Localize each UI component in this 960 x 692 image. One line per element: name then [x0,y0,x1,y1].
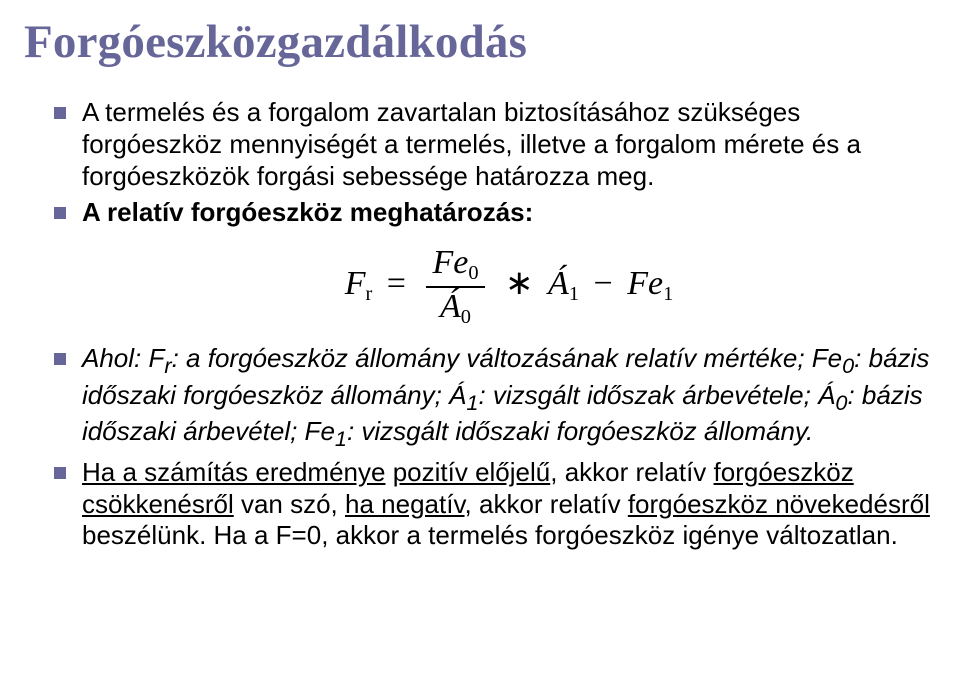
list-item: Ha a számítás eredménye pozitív előjelű,… [54,457,936,552]
body-text: : vizsgált időszak árbevétele; Á [478,380,835,410]
underline-text: forgóeszköz növekedésről [628,489,930,519]
list-item: A relatív forgóeszköz meghatározás: Fr =… [54,197,936,328]
body-text: , akkor relatív [465,489,628,519]
subscript: 1 [335,426,347,451]
bullet-list: A termelés és a forgalom zavartalan bizt… [24,97,936,552]
body-text-bold: A relatív forgóeszköz meghatározás: [82,197,533,227]
body-text: van szó, [234,489,345,519]
formula: Fr = Fe0 Á0 ∗ Á1 − Fe1 [82,246,936,327]
formula-Fe1: Fe [627,265,663,302]
slide: Forgóeszközgazdálkodás A termelés és a f… [0,0,960,692]
underline-text: pozitív előjelű [393,457,551,487]
formula-numerator: Fe0 [426,246,484,287]
formula-var-F: F [345,265,366,302]
body-text: A termelés és a forgalom zavartalan bizt… [82,97,861,190]
formula-sub-1: 1 [569,283,579,305]
body-text [385,457,392,487]
underline-text: ha negatív [345,489,465,519]
formula-A: Á [440,288,461,325]
formula-sub-1: 1 [663,283,673,305]
formula-Fe: Fe [432,244,468,281]
formula-sub-r: r [366,283,373,305]
body-text: , akkor relatív [550,457,713,487]
formula-minus: − [588,263,619,304]
formula-mult: ∗ [499,263,540,304]
body-text: : a forgóeszköz állomány változásának re… [172,343,843,373]
page-title: Forgóeszközgazdálkodás [24,18,936,67]
body-text: Ahol: F [82,343,164,373]
list-item: A termelés és a forgalom zavartalan bizt… [54,97,936,192]
body-text: : vizsgált időszaki forgóeszköz állomány… [347,416,813,446]
body-text: beszélünk. Ha a F=0, akkor a termelés fo… [82,520,898,550]
subscript: 0 [835,390,847,415]
formula-A1: Á [548,265,569,302]
subscript: 0 [842,353,854,378]
formula-eq: = [381,263,412,304]
underline-text: Ha a számítás eredménye [82,457,385,487]
subscript: r [164,353,171,378]
formula-denominator: Á0 [426,288,484,327]
subscript: 1 [466,390,478,415]
formula-fraction: Fe0 Á0 [426,246,484,327]
formula-sub-0: 0 [468,262,478,284]
list-item: Ahol: Fr: a forgóeszköz állomány változá… [54,343,936,453]
formula-sub-0: 0 [461,306,471,328]
